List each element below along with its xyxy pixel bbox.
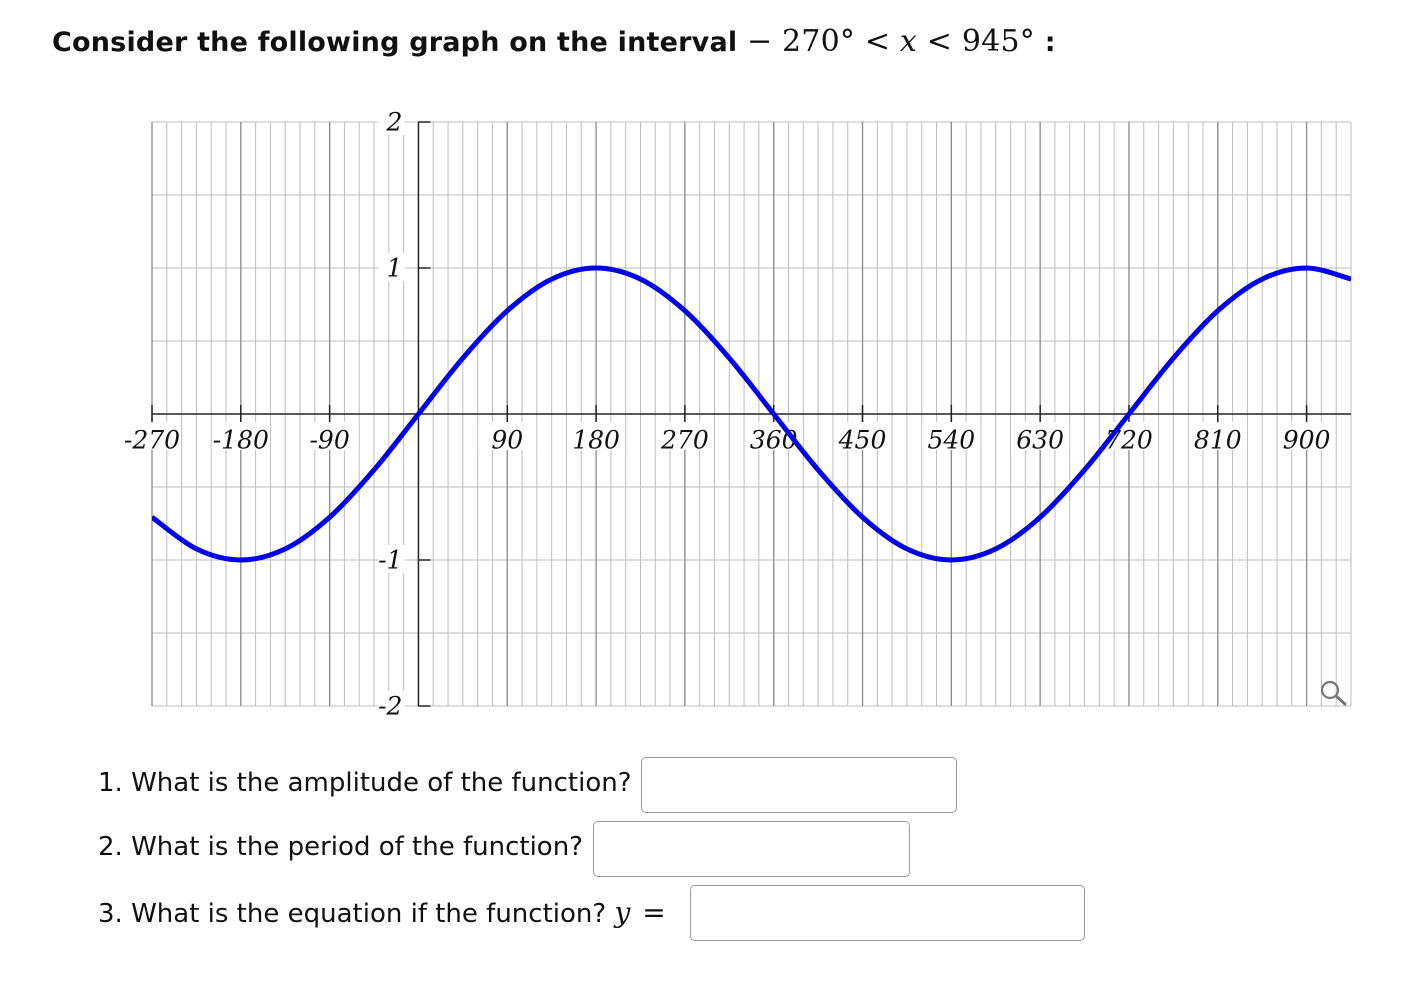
sine-graph: -270 -180 -90 90 180 270 360 450 540 630 720 810 900… [123, 107, 1352, 721]
x-tick-label: 270 [660, 426, 709, 455]
y-tick-label: -2 [378, 692, 402, 721]
interval-lt-2: < [926, 24, 953, 59]
x-tick-label-background [478, 422, 537, 450]
question-period: 2. What is the period of the function? [98, 832, 583, 862]
x-tick-label: -180 [213, 426, 269, 455]
x-tick-label-background [922, 422, 981, 450]
x-tick-label-background [833, 422, 892, 450]
y-tick-label-background [378, 545, 405, 573]
x-tick-label: 810 [1194, 426, 1242, 455]
x-tick-label: 540 [927, 426, 975, 455]
amplitude-input[interactable] [641, 757, 957, 813]
interval-lower-bound: − 270° [746, 24, 856, 59]
y-tick-label-background [378, 691, 405, 719]
question-amplitude-label: 1. What is the amplitude of the function… [98, 768, 632, 798]
period-input[interactable] [593, 821, 910, 877]
x-tick-label-background [1011, 422, 1070, 450]
x-tick-label-background [1188, 422, 1247, 450]
question-equation-label: 3. What is the equation if the function? [98, 899, 607, 929]
x-tick-labels: -270 -180 -90 90 180 270 360 450 540 630 720 810 900 [123, 422, 1336, 455]
x-tick-label-background [567, 422, 626, 450]
question-amplitude: 1. What is the amplitude of the function… [98, 768, 632, 798]
heading-colon: : [1044, 27, 1056, 58]
x-tick-label-background [655, 422, 714, 450]
equation-input[interactable] [690, 885, 1085, 941]
x-tick-label-background [123, 422, 181, 450]
x-tick-label: -270 [124, 426, 180, 455]
x-tick-label: 900 [1283, 426, 1331, 455]
x-tick-label: 90 [491, 426, 523, 455]
y-tick-label-background [378, 253, 405, 281]
problem-heading: Consider the following graph on the inte… [52, 24, 1056, 59]
x-tick-label: 450 [838, 426, 887, 455]
question-period-label: 2. What is the period of the function? [98, 832, 583, 862]
x-tick-label: 720 [1105, 426, 1153, 455]
question-equation: 3. What is the equation if the function?… [98, 896, 666, 929]
x-tick-label-background [1277, 422, 1336, 450]
heading-text: Consider the following graph on the inte… [52, 27, 738, 58]
x-tick-label: 630 [1016, 426, 1064, 455]
interval-lt-1: < [864, 24, 891, 59]
y-tick-label: 1 [387, 254, 403, 283]
y-tick-labels: 2 1 -1 -2 [378, 107, 405, 721]
equation-equals: = [642, 896, 666, 929]
y-tick-label: 2 [386, 108, 403, 137]
x-tick-label-background [300, 422, 359, 450]
x-tick-label-background [211, 422, 270, 450]
interval-expression: − 270° < x < 945° [747, 24, 1045, 59]
y-tick-label: -1 [378, 546, 402, 575]
x-tick-label: 360 [750, 426, 798, 455]
y-tick-label-background [378, 107, 405, 135]
interval-upper-bound: 945° [961, 24, 1035, 59]
sine-curve [152, 265, 1351, 563]
equation-variable: y [614, 896, 631, 929]
x-tick-label: -90 [309, 426, 349, 455]
interval-variable: x [899, 24, 918, 59]
magnifier-icon[interactable] [1320, 680, 1347, 706]
x-tick-label: 180 [572, 426, 620, 455]
